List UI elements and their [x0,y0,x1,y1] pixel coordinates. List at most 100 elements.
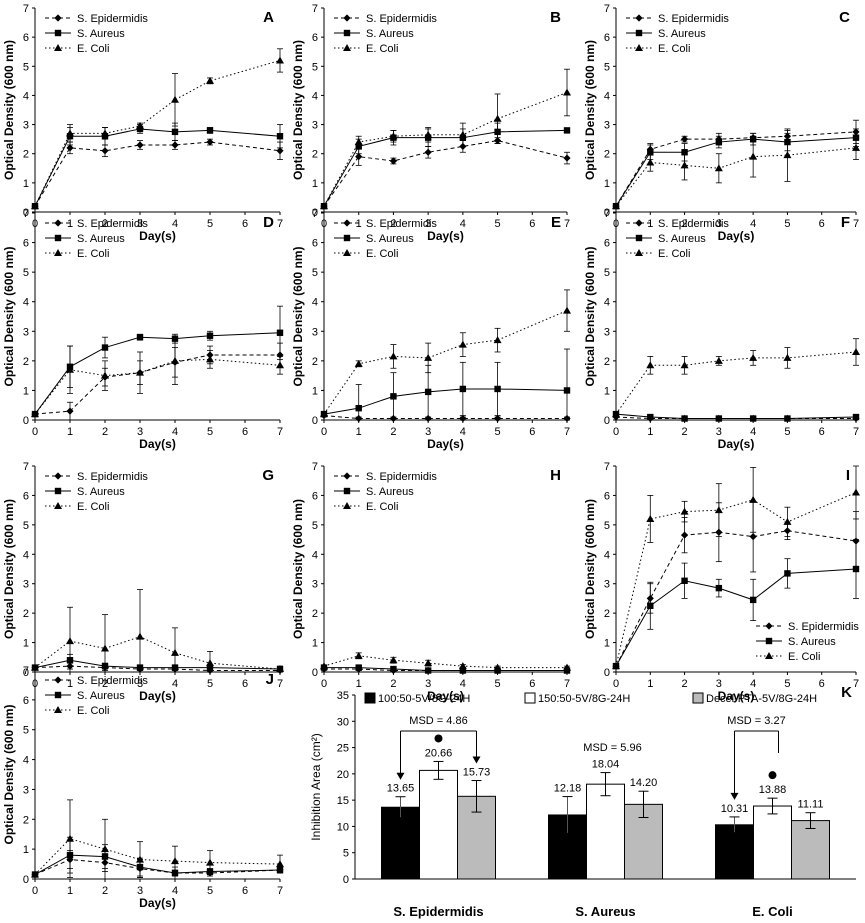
e-coli-marker [31,410,39,418]
e-coli-marker [31,870,39,878]
y-tick-label: 20 [337,769,349,781]
y-tick-label: 0 [23,667,29,679]
msd-arrow-head [472,756,481,764]
x-tick-label: 0 [613,426,619,438]
x-tick-label: 1 [67,426,73,438]
s-epidermidis-marker [276,147,284,155]
s-epidermidis-marker [680,531,689,539]
e-coli-marker [424,130,433,138]
x-tick-label: 6 [242,218,248,230]
x-axis-title: Day(s) [718,437,755,451]
y-tick-label: 2 [312,608,318,620]
s-aureus-marker [390,393,397,400]
e-coli-marker [320,410,328,418]
y-tick-label: 6 [312,490,318,502]
legend-s-epidermidis-marker [54,676,62,684]
legend-e-coli-marker [635,249,643,256]
x-tick-label: 0 [613,678,619,690]
e-coli-marker [749,495,758,503]
e-coli-marker [646,158,655,166]
e-coli-marker [389,132,398,140]
series-s-aureus [31,305,284,418]
y-tick-label: 4 [23,755,29,767]
legend-s-epidermidis-marker [54,14,62,22]
e-coli-marker [320,662,328,670]
series-e-coli [320,651,571,671]
e-coli-marker [646,514,655,522]
legend-label-s-epidermidis: S. Epidermidis [77,471,148,483]
x-tick-label: 2 [682,678,688,690]
x-tick-label: 3 [137,885,143,897]
y-tick-label: 5 [343,848,349,860]
x-tick-label: 1 [647,218,653,230]
y-tick-label: 3 [604,120,610,132]
legend: S. Epidermidis S. Aureus E. Coli [45,675,148,717]
y-tick-label: 5 [312,61,318,73]
y-tick-label: 2 [604,608,610,620]
legend-label-s-aureus: S. Aureus [658,233,706,245]
x-tick-label: 3 [425,426,431,438]
s-aureus-marker [390,665,397,673]
series-e-coli [612,338,860,418]
s-aureus-marker [276,133,284,140]
y-tick-label: 3 [312,120,318,132]
y-tick-label: 7 [23,208,29,220]
y-tick-label: 4 [604,90,610,102]
y-tick-label: 6 [23,32,29,44]
x-tick-label: 5 [207,218,213,230]
e-coli-marker [563,88,571,96]
x-tick-label: 3 [716,678,722,690]
x-tick-label: 4 [172,885,178,897]
legend-label-e-coli: E. Coli [658,248,690,260]
legend-s-aureus-marker [54,691,62,699]
legend-e-coli-marker [343,502,351,509]
bar-100-50-5v-8g-24h [715,824,754,880]
legend-s-epidermidis-marker [343,14,351,22]
e-coli-marker [136,632,144,640]
e-coli-marker [646,361,655,369]
x-axis-title: Day(s) [718,689,755,703]
bar-value-label: 11.11 [798,799,824,811]
x-tick-label: 5 [207,426,213,438]
e-coli-marker [783,517,792,525]
x-tick-label: 1 [356,218,362,230]
s-aureus-marker [171,128,179,136]
category-label: S. Aureus [575,904,635,919]
e-coli-marker [493,336,502,344]
x-tick-label: 1 [67,678,73,690]
legend: S. Epidermidis S. Aureus E. Coli [334,218,437,260]
legend-s-aureus-marker [54,29,62,37]
legend-label-s-epidermidis: S. Epidermidis [366,13,437,25]
y-tick-label: 6 [604,490,610,502]
legend-s-epidermidis-marker [343,219,351,227]
e-coli-marker [276,665,284,673]
y-axis-title: Inhibition Area (cm²) [309,733,323,840]
s-epidermidis-line [34,859,281,875]
x-tick-label: 7 [564,678,570,690]
panel-letter: C [839,9,850,26]
series-e-coli [612,128,860,210]
legend-label-e-coli: E. Coli [77,248,109,260]
e-coli-marker [171,857,179,865]
s-epidermidis-marker [101,147,109,155]
y-tick-label: 0 [312,667,318,679]
s-aureus-marker [424,388,432,396]
y-tick-label: 4 [23,90,29,102]
e-coli-marker [563,663,571,671]
x-tick-label: 2 [102,218,108,230]
msd-annotation: MSD = 5.96 [583,742,641,754]
e-coli-marker [714,506,723,514]
bar-value-label: 12.18 [554,783,582,795]
legend: S. Epidermidis S. Aureus E. Coli [756,621,859,663]
e-coli-marker [612,202,620,210]
s-epidermidis-line [323,140,568,207]
y-tick-label: 5 [312,267,318,279]
y-tick-label: 5 [23,725,29,737]
s-epidermidis-marker [355,153,363,161]
x-tick-label: 2 [102,426,108,438]
e-coli-marker [458,662,467,670]
legend-label-decel-pta-5v-8g-24h: Decel-PTA-5V/8G-24H [706,693,817,705]
